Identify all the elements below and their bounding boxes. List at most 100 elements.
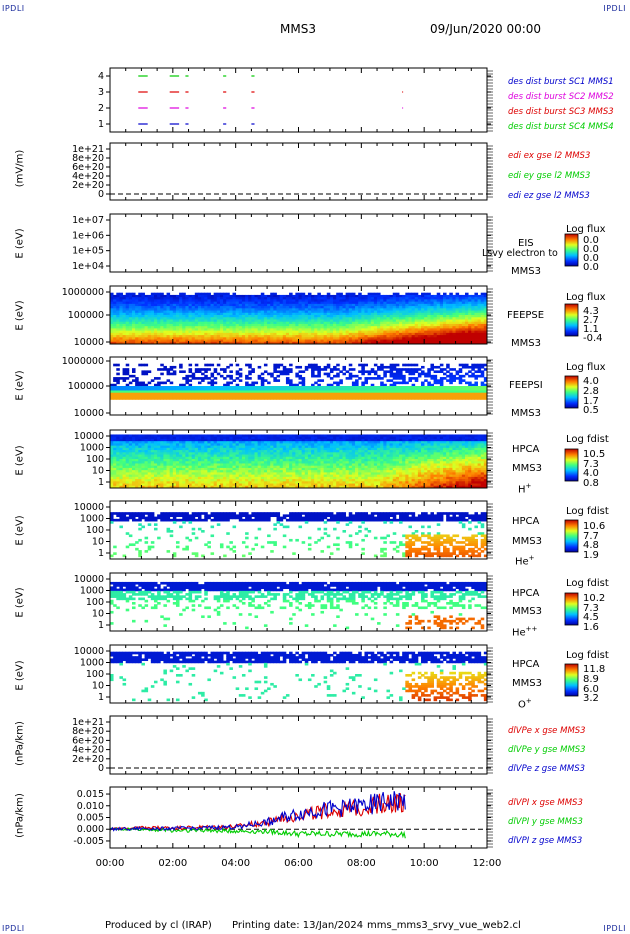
spectro-cell <box>201 323 205 327</box>
spectro-cell <box>480 323 485 327</box>
spectro-cell <box>471 303 475 307</box>
spectro-cell <box>436 397 441 400</box>
spectro-cell <box>474 301 478 305</box>
spectro-cell <box>241 394 246 398</box>
spectro-cell <box>314 323 318 327</box>
spectro-cell <box>172 447 177 451</box>
spectro-cell <box>175 454 180 458</box>
spectro-cell <box>235 383 240 387</box>
spectro-cell <box>163 326 167 329</box>
spectro-cell <box>229 370 233 374</box>
spectro-cell <box>417 388 422 391</box>
spectro-cell <box>157 456 161 460</box>
spectro-cell <box>147 341 152 345</box>
spectro-cell <box>282 335 287 338</box>
spectro-cell <box>298 326 303 329</box>
spectro-cell <box>320 299 325 303</box>
spectro-cell <box>245 337 249 340</box>
spectro-cell <box>430 394 434 398</box>
spectro-cell <box>351 381 356 385</box>
spectro-cell <box>141 383 145 387</box>
spectro-cell <box>125 392 130 396</box>
spectro-cell <box>329 315 334 318</box>
spectro-cell <box>153 326 158 329</box>
spectro-cell <box>392 306 397 309</box>
spectro-cell <box>455 317 460 320</box>
spectro-cell <box>405 330 409 334</box>
spectro-cell <box>468 330 472 334</box>
spectro-cell <box>267 330 271 334</box>
spectro-cell <box>471 315 475 318</box>
spectro-cell <box>216 397 221 400</box>
spectro-cell <box>461 392 466 396</box>
spectro-cell <box>449 321 453 325</box>
spectro-cell <box>141 445 145 449</box>
spectro-cell <box>201 388 205 391</box>
spectro-cell <box>235 467 240 471</box>
spectro-cell <box>414 363 419 367</box>
spectro-cell <box>216 434 221 438</box>
spectro-cell <box>175 456 180 460</box>
spectro-cell <box>179 388 183 391</box>
spectro-cell <box>232 470 237 473</box>
spectro-cell <box>191 434 196 438</box>
spectro-cell <box>342 388 347 391</box>
spectro-cell <box>157 397 161 400</box>
spectro-cell <box>166 459 171 462</box>
spectro-cell <box>270 308 274 311</box>
spectro-cell <box>229 474 233 478</box>
spectro-cell <box>267 312 271 316</box>
spectro-cell <box>298 299 303 303</box>
spectro-cell <box>408 301 412 305</box>
spectro-cell <box>446 319 450 323</box>
spectro-cell <box>339 308 343 311</box>
spectro-cell <box>128 339 133 343</box>
spectro-cell <box>147 465 152 469</box>
spectro-cell <box>110 337 114 340</box>
spectro-cell <box>223 474 227 478</box>
spectro-cell <box>465 319 469 323</box>
spectro-cell <box>113 479 117 482</box>
spectro-cell <box>201 452 205 455</box>
spectro-cell <box>307 319 312 323</box>
spectro-cell <box>326 332 331 336</box>
spectro-cell <box>150 472 155 476</box>
spectro-cell <box>389 294 394 298</box>
spectro-cell <box>153 306 158 309</box>
spectro-cell <box>317 301 321 305</box>
spectro-cell <box>323 372 328 376</box>
spectro-cell <box>414 370 419 374</box>
spectro-cell <box>179 341 183 345</box>
spectro-cell <box>204 485 208 489</box>
spectro-cell <box>282 297 287 300</box>
spectro-cell <box>477 294 482 298</box>
spectro-cell <box>377 292 381 296</box>
spectro-cell <box>219 308 224 311</box>
spectro-cell <box>389 299 394 303</box>
spectro-cell <box>194 443 199 447</box>
spectro-cell <box>370 292 375 296</box>
spectro-cell <box>169 306 174 309</box>
spectro-cell <box>182 465 186 469</box>
spectro-cell <box>311 386 315 389</box>
spectro-cell <box>245 301 249 305</box>
spectro-cell <box>226 392 230 396</box>
spectro-cell <box>144 335 149 338</box>
spectro-cell <box>355 310 359 314</box>
spectro-cell <box>285 301 290 305</box>
spectro-cell <box>439 370 444 374</box>
spectro-cell <box>333 308 337 311</box>
spectro-cell <box>320 301 325 305</box>
spectro-cell <box>135 394 139 398</box>
spectro-cell <box>179 326 183 329</box>
spectro-cell <box>395 323 400 327</box>
spectro-cell <box>336 310 340 314</box>
spectro-cell <box>153 447 158 451</box>
spectro-cell <box>298 394 303 398</box>
spectro-cell <box>207 306 211 309</box>
spectro-cell <box>336 321 340 325</box>
spectro-cell <box>194 312 199 316</box>
spectro-cell <box>210 476 215 480</box>
spectro-cell <box>113 392 117 396</box>
spectro-cell <box>116 386 120 389</box>
